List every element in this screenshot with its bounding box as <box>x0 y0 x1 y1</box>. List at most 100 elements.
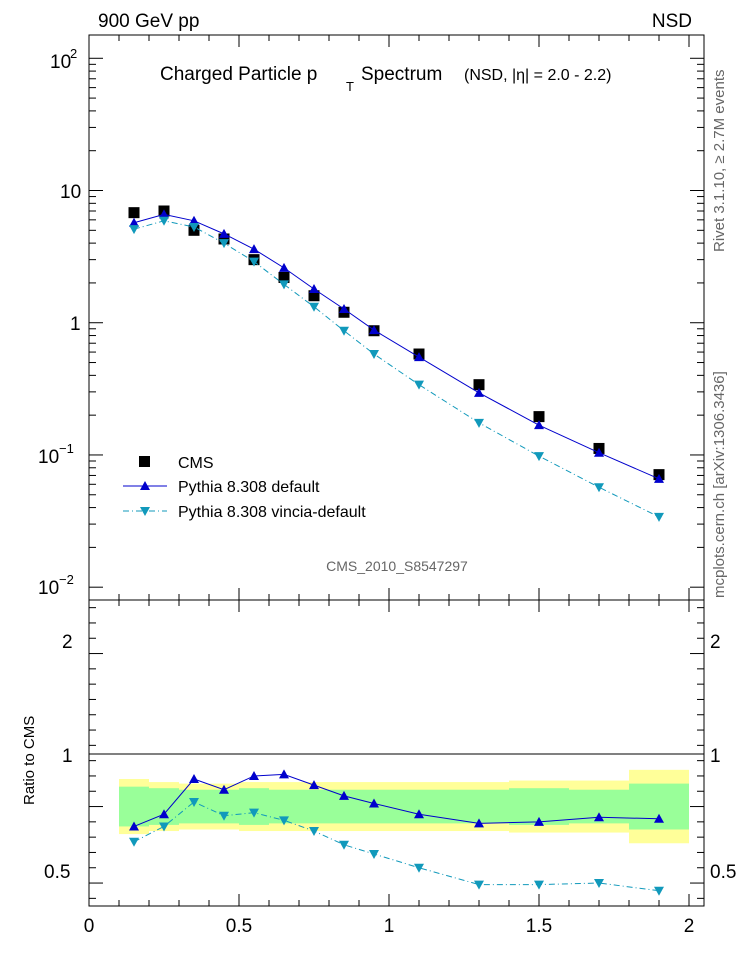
pythia-default-point <box>219 228 229 238</box>
legend-mc1-marker <box>140 481 150 490</box>
ratio-y-axis-label: Ratio to CMS <box>21 716 38 805</box>
series-line-main <box>133 213 660 480</box>
vincia-ratio-point <box>309 827 319 837</box>
band-inner-bin <box>299 789 329 824</box>
vincia-ratio-point <box>654 886 664 896</box>
cms-data-point <box>473 379 485 391</box>
legend-mc1-label: Pythia 8.308 default <box>178 479 320 496</box>
pythia-default-ratio-point <box>654 813 664 823</box>
band-inner-bin <box>389 789 449 824</box>
vincia-ratio-point <box>474 880 484 890</box>
vincia-point <box>339 326 349 336</box>
pythia-default-ratio-point <box>474 818 484 828</box>
ratio-tick-2-right: 2 <box>710 632 721 653</box>
vincia-point <box>534 452 544 462</box>
vincia-ratio-point <box>594 879 604 889</box>
cms-data-point <box>128 207 140 219</box>
cms-data-point <box>218 233 230 245</box>
ratio-tick-1-left: 1 <box>62 746 73 767</box>
y-tick-exp-0.01: −2 <box>59 572 74 587</box>
vincia-point <box>414 380 424 390</box>
pythia-default-point <box>474 387 484 397</box>
vincia-point <box>654 512 664 522</box>
axis-ticks <box>88 35 704 906</box>
cms-data-point <box>278 271 290 283</box>
chart-title-main: Charged Particle p <box>160 64 317 85</box>
header-process-label: NSD <box>652 11 692 32</box>
header-energy-label: 900 GeV pp <box>98 11 199 32</box>
pythia-default-ratio-point <box>219 784 229 794</box>
main-y-tick-labels: 10 2 10 1 10 −1 10 −2 <box>38 46 81 599</box>
chart-title-spectrum: Spectrum <box>361 64 442 85</box>
vincia-ratio-point <box>339 840 349 850</box>
ratio-tick-2-left: 2 <box>62 632 73 653</box>
vincia-ratio-point <box>369 849 379 859</box>
pythia-default-point <box>534 420 544 430</box>
band-inner-bin <box>119 786 149 827</box>
vincia-point <box>249 257 259 267</box>
pythia-default-ratio-point <box>279 769 289 779</box>
y-tick-exp-0.1: −1 <box>59 441 74 456</box>
vincia-point <box>219 239 229 249</box>
pythia-default-ratio-point <box>129 821 139 831</box>
legend-mc2-label: Pythia 8.308 vincia-default <box>178 504 366 521</box>
x-tick-label-1: 1 <box>384 916 395 937</box>
legend-cms-label: CMS <box>178 455 214 472</box>
pythia-default-point <box>339 304 349 314</box>
vincia-ratio-point <box>249 808 259 818</box>
pythia-default-ratio-point <box>414 809 424 819</box>
legend: CMS Pythia 8.308 default Pythia 8.308 vi… <box>123 455 366 521</box>
chart-title: Charged Particle p <box>160 64 317 85</box>
y-tick-label-100: 10 <box>50 52 71 73</box>
vincia-ratio-point <box>159 822 169 832</box>
vincia-point <box>309 302 319 312</box>
cms-data-point <box>533 411 545 423</box>
pythia-default-ratio-point <box>534 816 544 826</box>
vincia-point <box>279 280 289 290</box>
x-tick-label-1.5: 1.5 <box>526 916 552 937</box>
chart-title-subscript: T <box>346 79 354 94</box>
pythia-default-ratio-point <box>594 812 604 822</box>
pythia-default-ratio-point <box>339 790 349 800</box>
pythia-default-point <box>369 325 379 335</box>
vincia-point <box>369 350 379 360</box>
pythia-default-ratio-point <box>309 780 319 790</box>
pythia-default-point <box>279 262 289 272</box>
band-inner-bin <box>239 788 269 825</box>
pythia-default-ratio-point <box>159 809 169 819</box>
ratio-y-tick-labels: 2 1 0.5 2 1 0.5 <box>44 632 736 883</box>
mcplots-label: mcplots.cern.ch [arXiv:1306.3436] <box>711 371 728 598</box>
vincia-ratio-point <box>534 880 544 890</box>
x-tick-labels: 0 0.5 1 1.5 2 <box>84 916 695 937</box>
vincia-ratio-point <box>189 797 199 807</box>
legend-mc2-marker <box>140 507 150 516</box>
vincia-point <box>129 225 139 235</box>
pythia-default-ratio-point <box>369 798 379 808</box>
x-tick-label-2: 2 <box>684 916 695 937</box>
pythia-default-ratio-point <box>189 774 199 784</box>
pythia-default-point <box>309 283 319 293</box>
y-tick-label-1: 1 <box>70 314 81 335</box>
vincia-point <box>189 222 199 232</box>
pythia-default-point <box>594 447 604 457</box>
pythia-default-ratio-point <box>249 770 259 780</box>
y-tick-exp-100: 2 <box>70 46 77 61</box>
ratio-panel-frame <box>88 599 705 907</box>
series-line-main <box>133 220 660 518</box>
vincia-point <box>594 483 604 493</box>
band-inner-bin <box>449 789 509 824</box>
analysis-id-label: CMS_2010_S8547297 <box>326 558 468 574</box>
pythia-default-point <box>129 217 139 227</box>
band-inner-bin <box>149 788 179 825</box>
vincia-point <box>474 418 484 428</box>
series-layer <box>128 205 665 896</box>
pythia-default-point <box>249 244 259 254</box>
x-tick-label-0.5: 0.5 <box>226 916 252 937</box>
ratio-tick-1-right: 1 <box>710 746 721 767</box>
series-line-ratio <box>133 773 660 827</box>
pythia-default-point <box>414 352 424 362</box>
cms-data-point <box>308 290 320 302</box>
pythia-default-point <box>654 473 664 483</box>
y-tick-label-0.1: 10 <box>38 447 59 468</box>
